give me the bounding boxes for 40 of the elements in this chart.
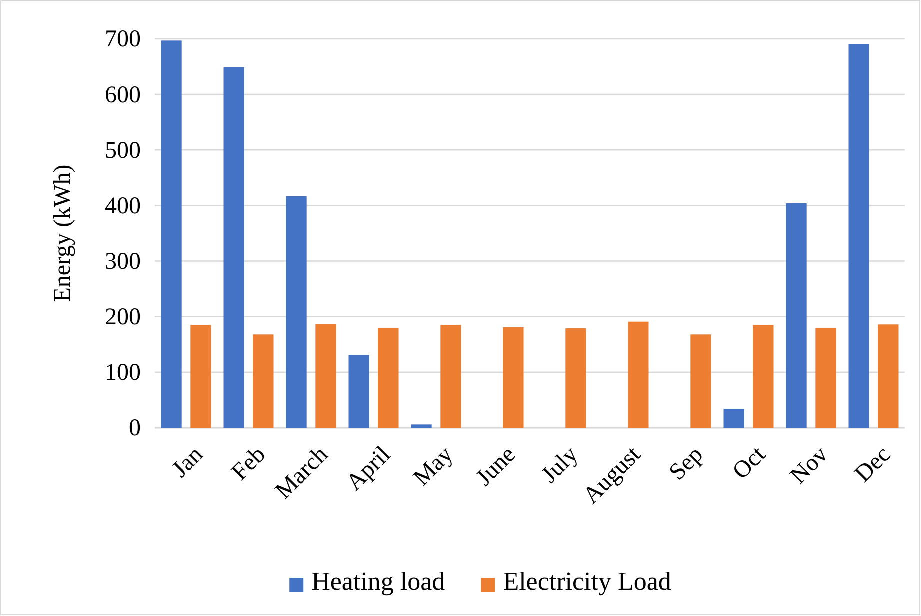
legend-label: Heating load <box>312 567 446 596</box>
bar <box>316 324 336 428</box>
bar <box>724 409 744 428</box>
y-tick-label: 600 <box>105 82 141 108</box>
bar <box>224 67 244 428</box>
y-tick-label: 0 <box>129 416 141 442</box>
x-tick-label: June <box>471 442 521 492</box>
bar <box>786 203 807 428</box>
x-tick-label: Dec <box>850 442 896 488</box>
y-tick-label: 500 <box>105 138 141 164</box>
x-tick-label: Nov <box>786 442 834 490</box>
y-tick-label: 700 <box>105 26 141 53</box>
bar <box>161 40 182 428</box>
y-tick-label: 200 <box>105 304 141 331</box>
bar <box>286 196 307 428</box>
bar <box>848 44 870 428</box>
bar <box>253 334 274 428</box>
x-tick-label: Oct <box>728 442 772 485</box>
bar <box>190 325 212 428</box>
x-tick-label: Jan <box>167 442 208 483</box>
x-tick-label: May <box>408 442 458 492</box>
bar <box>378 328 399 428</box>
bar <box>440 325 462 428</box>
legend-label: Electricity Load <box>503 567 672 596</box>
y-tick-label: 400 <box>105 193 141 220</box>
bar <box>348 355 370 428</box>
bar <box>411 424 432 428</box>
bar <box>816 328 836 428</box>
y-axis-title: Energy (kWh) <box>50 164 76 302</box>
x-tick-label: Feb <box>227 442 271 486</box>
y-tick-label: 100 <box>105 360 141 386</box>
x-tick-label: July <box>536 442 584 489</box>
bar <box>690 334 712 428</box>
bar <box>503 327 524 428</box>
bar <box>566 328 586 428</box>
bar <box>753 325 774 428</box>
bar <box>628 322 649 428</box>
y-tick-label: 300 <box>105 248 141 275</box>
bar <box>878 324 899 428</box>
x-tick-label: Sep <box>664 442 708 486</box>
